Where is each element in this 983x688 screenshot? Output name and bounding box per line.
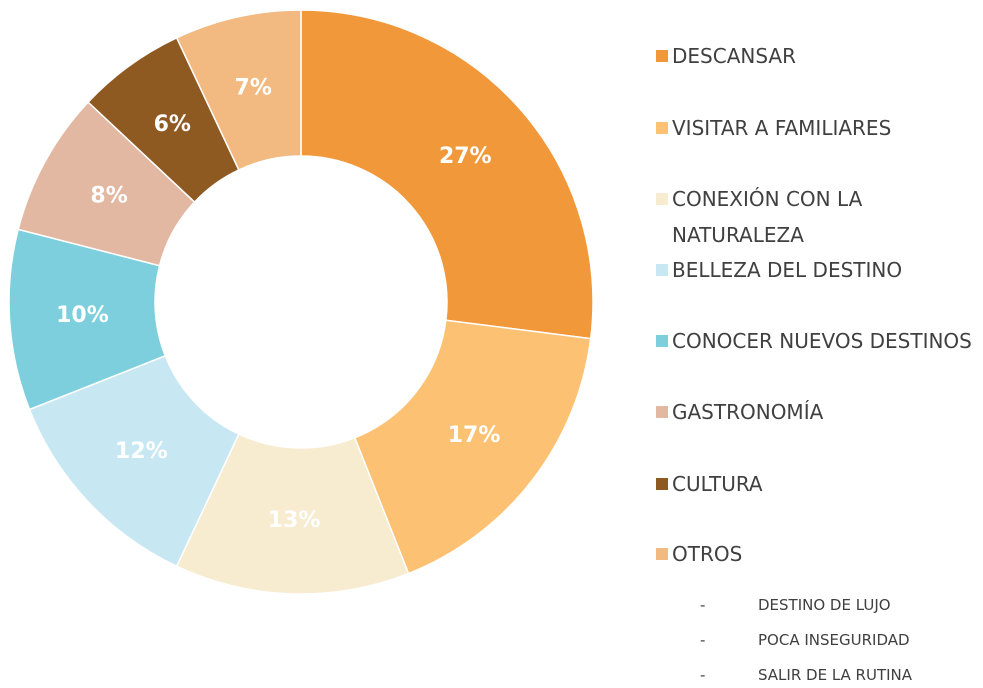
legend-label: BELLEZA DEL DESTINO <box>672 258 903 282</box>
legend-item: CULTURA <box>656 466 976 502</box>
legend-item: BELLEZA DEL DESTINO <box>656 252 976 288</box>
slice-label: 7% <box>235 75 272 100</box>
legend-swatch <box>656 193 668 205</box>
sub-item-label: POCA INSEGURIDAD <box>758 631 910 649</box>
legend-label: VISITAR A FAMILIARES <box>672 116 892 140</box>
legend-item: DESCANSAR <box>656 38 976 74</box>
slice <box>28 354 240 568</box>
slice-label: 6% <box>154 112 191 137</box>
slice-label: 8% <box>90 183 127 208</box>
bullet-dash: - <box>700 631 706 649</box>
slice <box>175 433 410 595</box>
legend-swatch <box>656 122 668 134</box>
legend-item: OTROS <box>656 536 976 572</box>
legend-item: CONOCER NUEVOS DESTINOS <box>656 323 976 359</box>
slice <box>175 9 302 171</box>
legend-label: GASTRONOMÍA <box>672 400 824 424</box>
slice-label: 13% <box>268 508 321 533</box>
bullet-dash: - <box>700 666 706 684</box>
sub-item-label: DESTINO DE LUJO <box>758 596 891 614</box>
sub-item-label: SALIR DE LA RUTINA <box>758 666 913 684</box>
slice-label: 27% <box>439 144 492 169</box>
legend-swatch <box>656 50 668 62</box>
legend-item: VISITAR A FAMILIARES <box>656 110 976 146</box>
slice <box>353 319 592 575</box>
legend-swatch <box>656 335 668 347</box>
legend-label: OTROS <box>672 542 743 566</box>
legend-swatch <box>656 406 668 418</box>
legend-swatch <box>656 264 668 276</box>
legend-swatch <box>656 548 668 560</box>
legend-item: GASTRONOMÍA <box>656 394 976 430</box>
legend-item: CONEXIÓN CON LA NATURALEZA <box>656 181 976 253</box>
donut-chart: 27% 17% 13% 12% 10% 8% 6% 7% <box>8 9 594 595</box>
legend-label: DESCANSAR <box>672 44 796 68</box>
legend-swatch <box>656 478 668 490</box>
legend-label: CULTURA <box>672 472 763 496</box>
legend-label: CONOCER NUEVOS DESTINOS <box>672 329 972 353</box>
slice <box>300 9 594 340</box>
slice-label: 12% <box>115 439 168 464</box>
legend-label: CONEXIÓN CON LA NATURALEZA <box>672 187 863 247</box>
slice-label: 10% <box>56 303 109 328</box>
bullet-dash: - <box>700 596 706 614</box>
slice-label: 17% <box>448 423 501 448</box>
